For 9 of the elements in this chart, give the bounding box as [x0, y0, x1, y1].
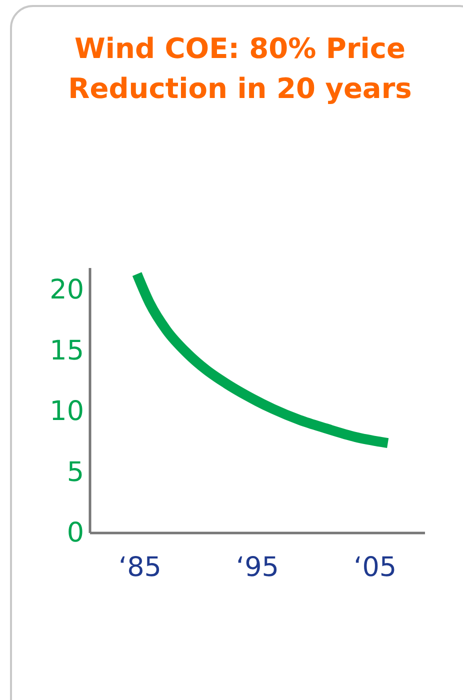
y-tick-label: 5	[66, 456, 84, 488]
x-tick-label: ‘05	[354, 552, 397, 584]
x-tick-label: ‘95	[236, 552, 279, 584]
y-tick-label: 10	[50, 396, 84, 428]
y-tick-label: 0	[66, 518, 84, 549]
chart-title: Wind COE: 80% Price Reduction in 20 years	[68, 32, 412, 105]
y-tick-label: 15	[50, 335, 84, 366]
y-tick-label: 20	[50, 274, 84, 306]
x-tick-label: ‘85	[118, 552, 162, 584]
